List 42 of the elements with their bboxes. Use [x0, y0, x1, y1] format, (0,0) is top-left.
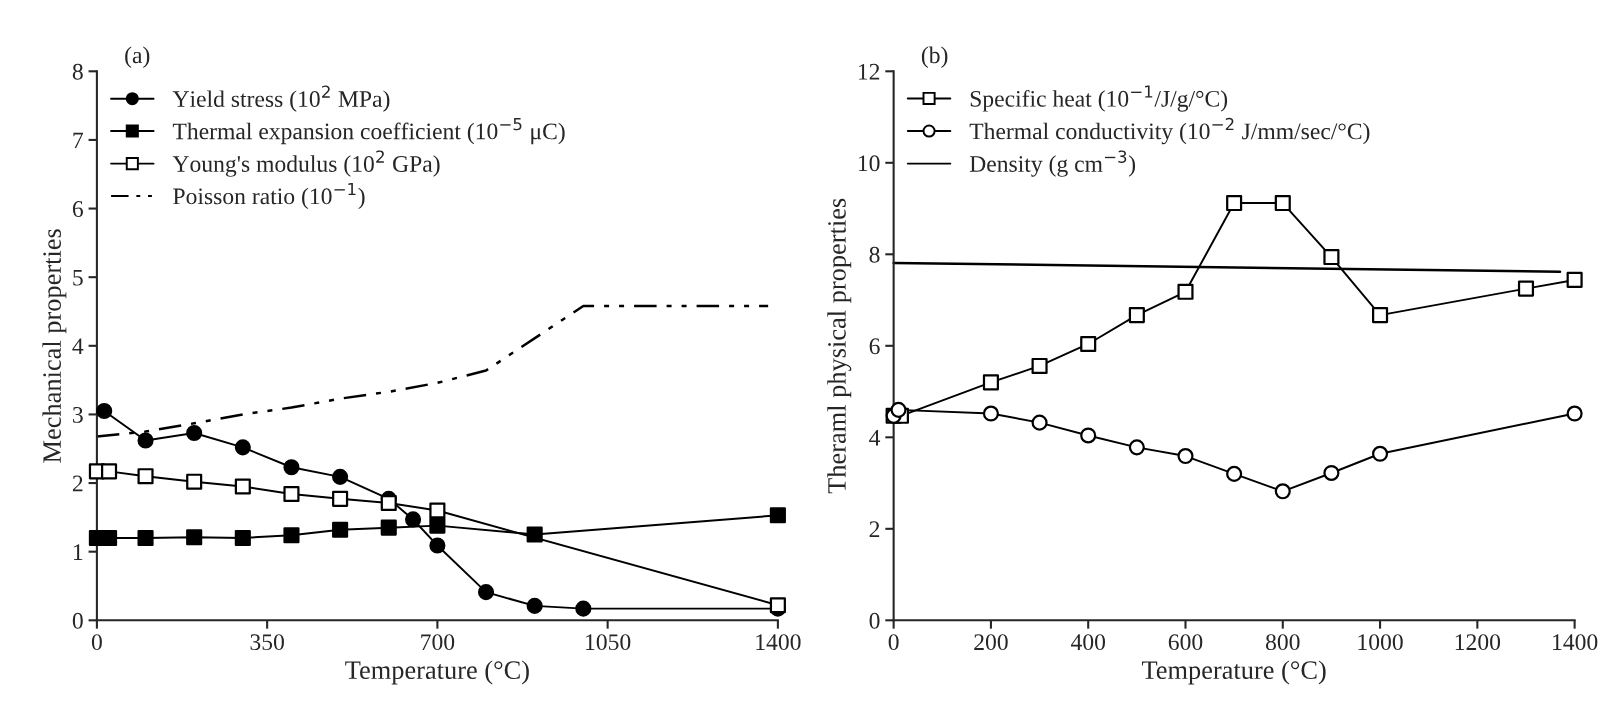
- legend-label: Specific heat (10$^{−1}$/J/g/°C): [970, 85, 1228, 112]
- x-axis-title: Temperature (°C): [1141, 660, 1326, 685]
- y-axis-title: Theraml physical properties: [827, 198, 852, 494]
- x-tick-label: 1050: [586, 634, 631, 651]
- x-tick-label: 600: [1168, 634, 1203, 651]
- x-tick-label: 800: [1265, 634, 1300, 651]
- y-tick-label: 4: [72, 338, 84, 354]
- legend-label: Thermal expansion coefficient (10$^{−5}$ μC): [172, 118, 565, 145]
- y-tick-label: 6: [869, 338, 880, 355]
- x-tick-label: 1000: [1358, 634, 1403, 651]
- y-tick-label: 2: [72, 475, 83, 492]
- y-axis-title: Mechanical properties: [42, 229, 67, 463]
- y-tick-label: 0: [869, 612, 880, 629]
- y-tick-label: 12: [858, 63, 880, 80]
- chart-title: (a): [125, 46, 150, 68]
- x-tick-label: 400: [1070, 634, 1106, 651]
- y-tick-label: 6: [72, 201, 83, 217]
- x-tick-label: 350: [250, 634, 284, 651]
- x-tick-label: 0: [888, 634, 899, 651]
- y-tick-label: 4: [869, 429, 881, 446]
- y-tick-label: 8: [869, 246, 880, 263]
- x-tick-label: 1400: [756, 634, 801, 651]
- x-tick-label: 700: [421, 634, 455, 651]
- legend-label: Density (g cm$^{−3}$): [969, 150, 1136, 177]
- legend-label: Young's modulus (10$^{2}$ GPa): [172, 150, 440, 177]
- y-tick-label: 2: [869, 521, 880, 537]
- y-tick-label: 7: [73, 132, 84, 149]
- legend-label: Poisson ratio (10$^{−1}$): [173, 182, 365, 210]
- x-tick-label: 200: [974, 634, 1008, 651]
- y-tick-label: 1: [73, 544, 83, 560]
- y-tick-label: 3: [73, 406, 83, 423]
- legend-label: Yield stress (10$^{2}$ MPa): [172, 85, 390, 112]
- chart-title: (b): [921, 46, 948, 68]
- x-tick-label: 0: [91, 634, 102, 651]
- x-tick-label: 1200: [1455, 634, 1501, 651]
- y-tick-label: 5: [73, 269, 83, 286]
- x-axis-title: Temperature (°C): [345, 660, 529, 685]
- y-tick-label: 10: [858, 155, 880, 172]
- x-tick-label: 1400: [1553, 634, 1598, 651]
- y-tick-label: 0: [72, 612, 83, 629]
- legend-label: Thermal conductivity (10$^{−2}$ J/mm/sec/°C): [969, 117, 1370, 145]
- y-tick-label: 8: [72, 63, 83, 80]
